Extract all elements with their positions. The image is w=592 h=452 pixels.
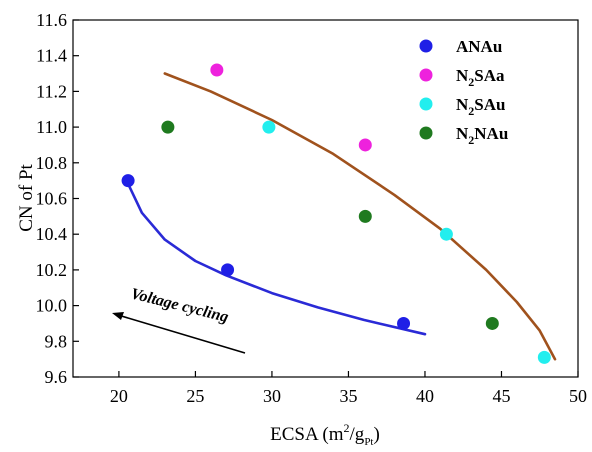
y-tick-label: 10.6 bbox=[36, 189, 68, 209]
y-tick-label: 10.8 bbox=[36, 153, 68, 173]
x-tick-label: 50 bbox=[569, 386, 587, 406]
legend-label-part: NAu bbox=[474, 124, 508, 143]
data-point bbox=[262, 120, 276, 134]
y-tick-label: 11.4 bbox=[36, 46, 67, 66]
data-point bbox=[161, 120, 175, 134]
legend-marker bbox=[419, 126, 433, 140]
x-tick-label: 35 bbox=[339, 386, 357, 406]
data-point bbox=[537, 350, 551, 364]
legend-label-part: N bbox=[456, 66, 469, 85]
data-point bbox=[439, 227, 453, 241]
y-tick-label: 10.0 bbox=[36, 296, 68, 316]
y-tick-label: 11.6 bbox=[36, 10, 67, 30]
voltage-cycling-annotation: Voltage cycling bbox=[112, 285, 246, 354]
x-tick-label: 25 bbox=[186, 386, 204, 406]
trend-line bbox=[163, 72, 557, 361]
y-axis-ticks: 9.6 9.8 10.0 10.2 10.4 10.6 10.8 11.0 11.2 11.4 11… bbox=[36, 10, 79, 387]
x-tick-label: 20 bbox=[110, 386, 128, 406]
legend-label: N2SAu bbox=[456, 95, 505, 118]
y-tick-label: 9.8 bbox=[45, 331, 68, 351]
x-axis-title-sup: 2 bbox=[344, 421, 350, 435]
legend-label-part: 2 bbox=[468, 75, 474, 89]
x-axis-title-sub: Pt bbox=[364, 436, 373, 448]
annotation-text: Voltage cycling bbox=[129, 285, 230, 326]
legend-label-part: SAu bbox=[474, 95, 505, 114]
legend-label: N2NAu bbox=[456, 124, 508, 147]
annotation-arrow-head bbox=[112, 312, 124, 320]
legend-label-part: ANAu bbox=[456, 37, 502, 56]
legend-marker bbox=[419, 68, 433, 82]
data-point bbox=[221, 263, 235, 277]
y-tick-label: 10.2 bbox=[36, 260, 68, 280]
x-axis-title-end: ) bbox=[374, 424, 380, 445]
data-point bbox=[358, 209, 372, 223]
y-tick-label: 10.4 bbox=[36, 224, 68, 244]
x-axis-title: ECSA (m2/gPt) bbox=[270, 421, 380, 448]
legend-label-part: 2 bbox=[468, 104, 474, 118]
legend-marker bbox=[419, 39, 433, 53]
y-tick-label: 9.6 bbox=[45, 367, 68, 387]
legend-label: N2SAa bbox=[456, 66, 505, 89]
data-point bbox=[358, 138, 372, 152]
y-tick-label: 11.0 bbox=[36, 117, 67, 137]
legend-label-part: N bbox=[456, 95, 469, 114]
data-point bbox=[397, 316, 411, 330]
x-axis-title-part: ECSA (m bbox=[270, 424, 344, 445]
x-tick-label: 40 bbox=[416, 386, 434, 406]
y-tick-label: 11.2 bbox=[36, 81, 67, 101]
x-tick-label: 30 bbox=[263, 386, 281, 406]
x-axis-title-mid: /g bbox=[350, 424, 365, 445]
data-point bbox=[121, 174, 135, 188]
legend-label-part: SAa bbox=[474, 66, 505, 85]
x-tick-label: 45 bbox=[492, 386, 510, 406]
legend-marker bbox=[419, 97, 433, 111]
annotation-arrow-shaft bbox=[117, 314, 246, 354]
x-axis-ticks: 20 25 30 35 40 45 50 bbox=[110, 371, 587, 406]
data-point bbox=[485, 316, 499, 330]
y-axis-title: CN of Pt bbox=[16, 164, 37, 232]
legend-label: ANAu bbox=[456, 37, 502, 56]
legend-label-part: N bbox=[456, 124, 469, 143]
legend-label-part: 2 bbox=[468, 133, 474, 147]
data-point bbox=[210, 63, 224, 77]
data-points bbox=[121, 63, 551, 364]
